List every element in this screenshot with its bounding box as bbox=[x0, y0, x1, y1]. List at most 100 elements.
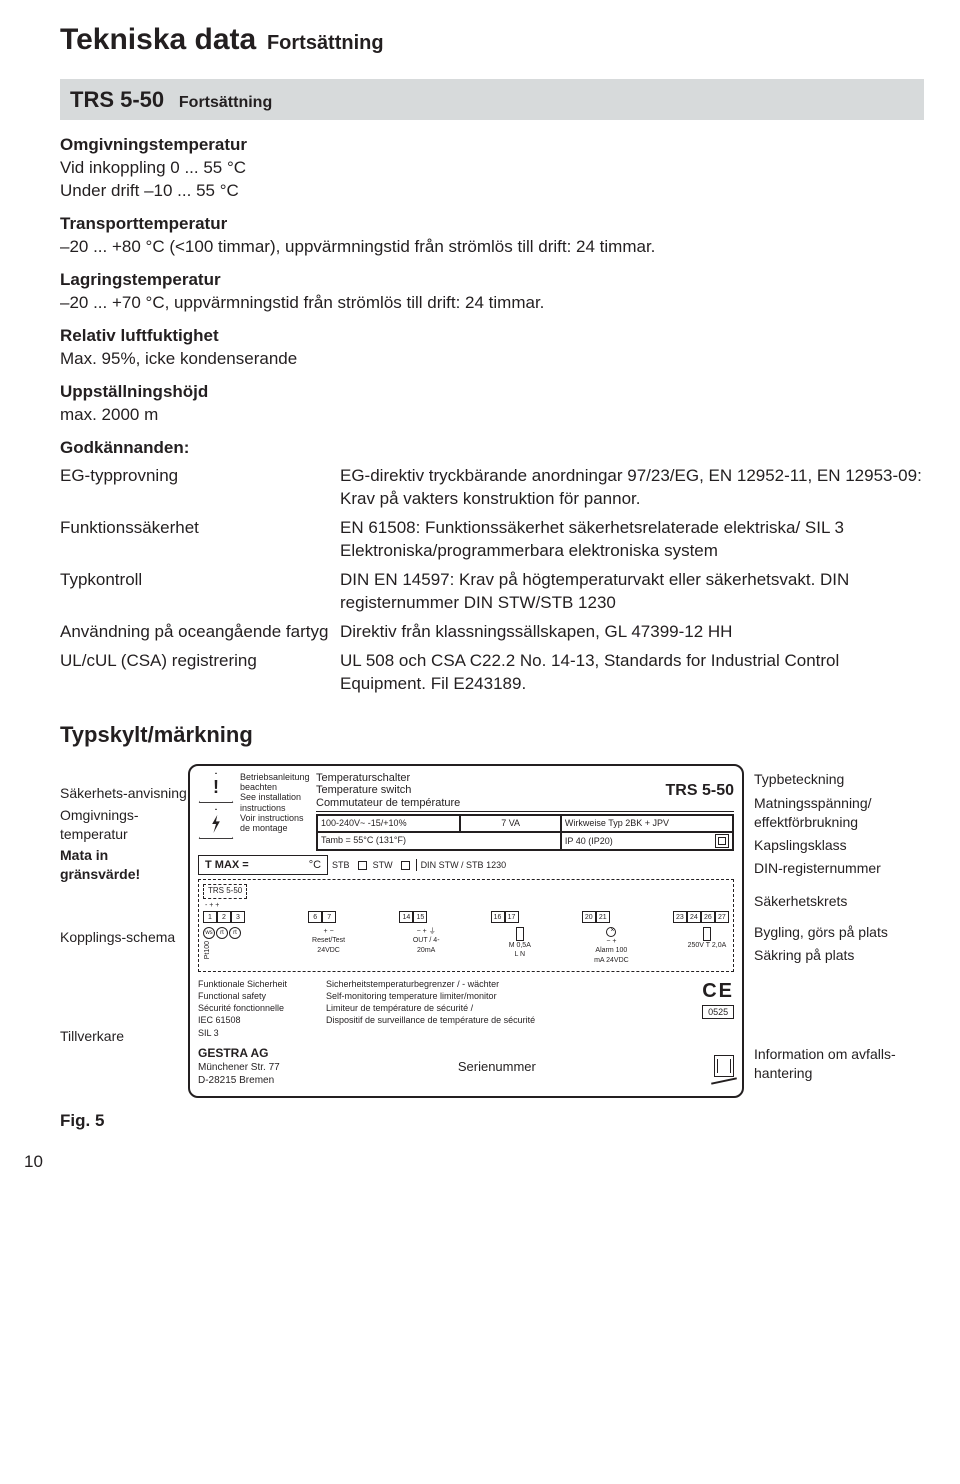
tmax-label: T MAX = bbox=[205, 859, 249, 871]
wiring-inner-label: TRS 5-50 bbox=[203, 884, 247, 899]
mfr-addr1: Münchener Str. 77 bbox=[198, 1061, 280, 1075]
spec-label: Uppställningshöjd bbox=[60, 381, 924, 404]
spec-value: Vid inkoppling 0 ... 55 °C bbox=[60, 157, 924, 180]
approval-right: DIN EN 14597: Krav på högtemperaturvakt … bbox=[340, 569, 924, 615]
checkbox-icon bbox=[401, 861, 410, 870]
instr-en: See installation instructions bbox=[240, 792, 310, 813]
sensor-group: ws rt rt Pt100 bbox=[203, 927, 253, 965]
safety-line: Funktionale Sicherheit bbox=[198, 978, 318, 990]
out-text: OUT / 4-20mA bbox=[413, 937, 440, 953]
tmax-box: T MAX = °C bbox=[198, 855, 328, 876]
wiring-polarity: - + + bbox=[205, 901, 729, 910]
callout-ip: Kapslingsklass bbox=[754, 836, 924, 855]
approval-left: EG-typprovning bbox=[60, 465, 340, 511]
out-label: − + ⏚OUT / 4-20mA bbox=[404, 927, 448, 965]
checkbox-icon bbox=[358, 861, 367, 870]
instr-fr: Voir instructions de montage bbox=[240, 813, 310, 834]
spec-value: –20 ... +70 °C, uppvärmningstid från str… bbox=[60, 292, 924, 315]
manufacturer-row: GESTRA AG Münchener Str. 77 D-28215 Brem… bbox=[198, 1045, 734, 1088]
safety-line: Sécurité fonctionnelle bbox=[198, 1002, 318, 1014]
page-title: Tekniska data Fortsättning bbox=[60, 20, 924, 61]
spec-label: Omgivningstemperatur bbox=[60, 134, 924, 157]
spec-storage: Lagringstemperatur –20 ... +70 °C, uppvä… bbox=[60, 269, 924, 315]
fuse-label: M 0,5A L N bbox=[502, 927, 538, 965]
serial-label: Serienummer bbox=[458, 1058, 536, 1076]
alarm-label: × − +Alarm 100 mA 24VDC bbox=[591, 927, 631, 965]
callout-mfr: Tillverkare bbox=[60, 1027, 188, 1046]
term: 23 bbox=[673, 911, 687, 923]
callout-jumper: Bygling, görs på plats bbox=[754, 923, 924, 942]
safety-line: SIL 3 bbox=[198, 1027, 318, 1039]
ce-icon: CE bbox=[702, 978, 734, 1005]
tmax-unit: °C bbox=[309, 858, 321, 873]
rating-grid: 100-240V~ -15/+10% 7 VA Wirkweise Typ 2B… bbox=[316, 814, 734, 850]
sensor-ws: ws bbox=[203, 927, 215, 939]
spec-humidity: Relativ luftfuktighet Max. 95%, icke kon… bbox=[60, 325, 924, 371]
term: 21 bbox=[596, 911, 610, 923]
wiring-diagram: TRS 5-50 - + + 123 67 1415 1617 2021 232… bbox=[198, 879, 734, 972]
approval-row: Användning på oceangående fartyg Direkti… bbox=[60, 621, 924, 644]
term: 6 bbox=[308, 911, 322, 923]
mfr-name: GESTRA AG bbox=[198, 1045, 280, 1061]
mfr-block: GESTRA AG Münchener Str. 77 D-28215 Brem… bbox=[198, 1045, 280, 1088]
class2-icon bbox=[715, 834, 729, 848]
term: 16 bbox=[491, 911, 505, 923]
weee-icon bbox=[714, 1055, 734, 1077]
spec-approvals: Godkännanden: EG-typprovning EG-direktiv… bbox=[60, 437, 924, 696]
spec-label: Transporttemperatur bbox=[60, 213, 924, 236]
ln-text: L N bbox=[514, 951, 525, 958]
safety-line: Limiteur de température de sécurité / bbox=[326, 1002, 694, 1014]
stb-row: STB STW DIN STW / STB 1230 bbox=[332, 859, 734, 871]
grid-r1c3: Wirkweise Typ 2BK + JPV bbox=[561, 815, 733, 831]
head-box: Temperaturschalter Temperature switch Co… bbox=[316, 772, 734, 851]
reset-text: Reset/Test 24VDC bbox=[312, 937, 345, 953]
spec-label: Godkännanden: bbox=[60, 437, 924, 460]
spec-value: –20 ... +80 °C (<100 timmar), uppvärmnin… bbox=[60, 236, 924, 259]
fuse-text: M 0,5A bbox=[509, 942, 531, 949]
spec-ambient: Omgivningstemperatur Vid inkoppling 0 ..… bbox=[60, 134, 924, 203]
approval-right: UL 508 och CSA C22.2 No. 14-13, Standard… bbox=[340, 650, 924, 696]
term-group-3: 1415 bbox=[399, 911, 427, 923]
page-title-main: Tekniska data bbox=[60, 23, 256, 56]
term: 24 bbox=[687, 911, 701, 923]
grid-r1c1: 100-240V~ -15/+10% bbox=[317, 815, 460, 831]
callout-disposal: Information om avfalls-hantering bbox=[754, 1045, 924, 1083]
approval-right: Direktiv från klassningssällskapen, GL 4… bbox=[340, 621, 924, 644]
model-name: TRS 5-50 bbox=[70, 87, 164, 112]
callout-safety-circuit: Säkerhetskrets bbox=[754, 892, 924, 911]
grid-r2c3: IP 40 (IP20) bbox=[561, 832, 733, 850]
typeplate-header-row: ! Betriebsanleitung beachten See install… bbox=[198, 772, 734, 851]
safety-line: Sicherheitstemperaturbegrenzer / - wächt… bbox=[326, 978, 694, 990]
safety-line: IEC 61508 bbox=[198, 1014, 318, 1026]
ce-number: 0525 bbox=[702, 1005, 734, 1019]
approval-left: Användning på oceangående fartyg bbox=[60, 621, 340, 644]
safety-col1: Funktionale Sicherheit Functional safety… bbox=[198, 978, 318, 1039]
approval-right: EG-direktiv tryckbärande anordningar 97/… bbox=[340, 465, 924, 511]
term-group-5: 2021 bbox=[582, 911, 610, 923]
callout-setpoint: Mata in gränsvärde! bbox=[60, 846, 188, 884]
model-header-bar: TRS 5-50 Fortsättning bbox=[60, 79, 924, 121]
approval-row: Funktionssäkerhet EN 61508: Funktionssäk… bbox=[60, 517, 924, 563]
spec-altitude: Uppställningshöjd max. 2000 m bbox=[60, 381, 924, 427]
term: 2 bbox=[217, 911, 231, 923]
alarm-text: Alarm 100 mA 24VDC bbox=[594, 947, 629, 963]
stb-b: STW bbox=[373, 859, 393, 871]
right-callouts: Typbeteckning Matningsspänning/ effektfö… bbox=[744, 764, 924, 1098]
term: 26 bbox=[701, 911, 715, 923]
approval-row: EG-typprovning EG-direktiv tryckbärande … bbox=[60, 465, 924, 511]
typeplate-figure: Säkerhets-anvisning Omgivnings-temperatu… bbox=[60, 764, 924, 1098]
callout-wiring: Kopplings-schema bbox=[60, 928, 188, 947]
head-en: Temperature switch bbox=[316, 784, 460, 797]
mfr-addr2: D-28215 Bremen bbox=[198, 1074, 280, 1088]
reset-label: + −Reset/Test 24VDC bbox=[307, 927, 351, 965]
page-title-sub: Fortsättning bbox=[267, 32, 384, 54]
grid-r2c3-text: IP 40 (IP20) bbox=[565, 835, 613, 847]
term: 14 bbox=[399, 911, 413, 923]
term: 17 bbox=[505, 911, 519, 923]
typeplate: ! Betriebsanleitung beachten See install… bbox=[188, 764, 744, 1098]
page-number: 10 bbox=[24, 1151, 924, 1174]
approval-right: EN 61508: Funktionssäkerhet säkerhetsrel… bbox=[340, 517, 924, 563]
spec-label: Relativ luftfuktighet bbox=[60, 325, 924, 348]
spec-value: max. 2000 m bbox=[60, 404, 924, 427]
safety-line: Dispositif de surveillance de températur… bbox=[326, 1014, 694, 1026]
